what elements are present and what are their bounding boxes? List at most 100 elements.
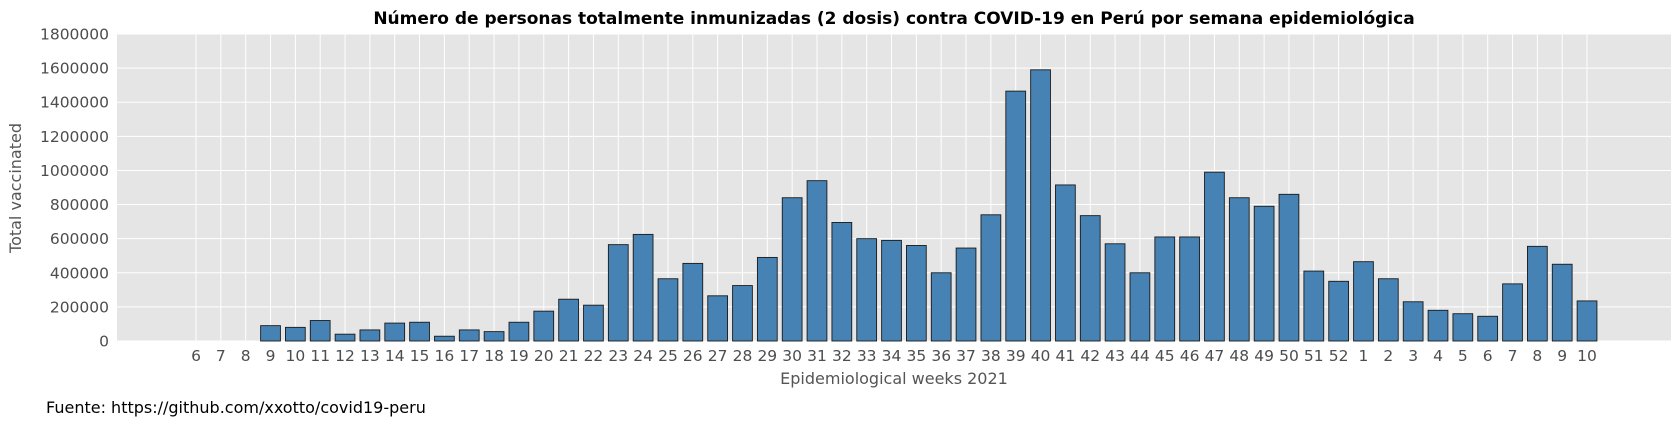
x-tick-label: 33: [857, 347, 877, 365]
x-tick-label: 27: [708, 347, 728, 365]
x-tick-label: 15: [410, 347, 430, 365]
bar: [1477, 315, 1499, 342]
x-tick-label: 45: [1155, 347, 1175, 365]
bar: [384, 322, 406, 342]
bar: [334, 333, 356, 342]
x-tick-label: 8: [241, 347, 251, 365]
x-tick-label: 10: [1577, 347, 1597, 365]
x-tick-label: 3: [1408, 347, 1418, 365]
x-tick-label: 6: [191, 347, 201, 365]
bar: [1353, 261, 1374, 342]
y-tick-label: 0: [99, 333, 109, 351]
bar: [1402, 301, 1424, 342]
bar: [1030, 69, 1051, 342]
x-tick-label: 5: [1458, 347, 1468, 365]
bar: [1055, 184, 1076, 342]
x-tick-label: 11: [310, 347, 330, 365]
bar: [732, 285, 753, 342]
y-tick-label: 800000: [50, 196, 109, 214]
bar: [1328, 280, 1349, 342]
x-tick-label: 52: [1329, 347, 1349, 365]
x-tick-label: 47: [1205, 347, 1225, 365]
x-tick-label: 41: [1056, 347, 1076, 365]
y-tick-label: 400000: [50, 264, 109, 282]
x-tick-label: 39: [1006, 347, 1026, 365]
y-tick-label: 600000: [50, 230, 109, 248]
bar: [1551, 263, 1573, 342]
x-tick-label: 7: [216, 347, 226, 365]
y-tick-label: 1000000: [40, 162, 109, 180]
x-tick-label: 23: [608, 347, 628, 365]
x-tick-label: 21: [559, 347, 579, 365]
x-tick-label: 8: [1532, 347, 1542, 365]
x-tick-label: 13: [360, 347, 380, 365]
y-tick-labels: 0 200000 400000 600000 800000 1000000 1200000 1…: [40, 26, 109, 351]
bar: [607, 244, 629, 342]
x-tick-labels: 6 7 8 9 10 11 12 13 14 15 16 17 18 19 20 21 22 23 24 25 26 27…: [191, 347, 1597, 365]
bar: [781, 197, 803, 342]
bar: [285, 326, 306, 342]
bar: [1377, 278, 1399, 342]
bar: [831, 222, 853, 342]
bar: [458, 329, 480, 342]
bar: [682, 262, 704, 342]
bar: [955, 247, 977, 342]
x-tick-label: 9: [266, 347, 276, 365]
x-tick-label: 42: [1080, 347, 1100, 365]
bar: [1228, 197, 1250, 342]
bar: [806, 180, 828, 342]
x-tick-label: 48: [1229, 347, 1249, 365]
bar: [1129, 272, 1151, 342]
bar: [707, 295, 728, 342]
bar: [1005, 90, 1027, 342]
bar: [508, 321, 530, 342]
x-tick-label: 19: [509, 347, 529, 365]
bar: [409, 321, 430, 342]
bars: [260, 69, 1598, 342]
x-tick-label: 32: [832, 347, 852, 365]
x-tick-label: 37: [956, 347, 976, 365]
x-tick-label: 44: [1130, 347, 1150, 365]
x-tick-label: 12: [335, 347, 355, 365]
bar: [1452, 313, 1474, 342]
bar: [558, 298, 579, 342]
bar: [980, 214, 1002, 342]
x-tick-label: 50: [1279, 347, 1299, 365]
bar: [583, 304, 604, 342]
bar: [359, 329, 381, 342]
bar: [533, 310, 555, 342]
x-tick-label: 30: [782, 347, 802, 365]
x-tick-label: 46: [1180, 347, 1200, 365]
bar: [1278, 193, 1300, 342]
bar: [1527, 245, 1548, 342]
bar: [1079, 215, 1101, 342]
bar: [856, 238, 878, 342]
x-tick-label: 26: [683, 347, 703, 365]
bar: [260, 325, 281, 342]
x-tick-label: 28: [733, 347, 753, 365]
y-axis-label: Total vaccinated: [6, 123, 25, 254]
x-tick-label: 31: [807, 347, 827, 365]
bar: [1502, 283, 1523, 342]
x-axis-label: Epidemiological weeks 2021: [780, 369, 1008, 388]
bar: [1253, 205, 1275, 342]
bar: [483, 331, 505, 342]
bar: [930, 272, 952, 342]
x-tick-label: 16: [435, 347, 455, 365]
y-tick-label: 200000: [50, 298, 109, 316]
x-tick-label: 51: [1304, 347, 1324, 365]
x-tick-label: 29: [757, 347, 777, 365]
y-tick-label: 1600000: [40, 60, 109, 78]
x-tick-label: 34: [882, 347, 902, 365]
x-tick-label: 9: [1557, 347, 1567, 365]
bar: [1303, 270, 1325, 342]
x-tick-label: 7: [1508, 347, 1518, 365]
bar: [309, 320, 331, 342]
x-tick-label: 18: [484, 347, 504, 365]
x-tick-label: 25: [658, 347, 678, 365]
x-tick-label: 10: [285, 347, 305, 365]
x-tick-label: 20: [534, 347, 554, 365]
bar: [906, 245, 927, 342]
x-tick-label: 1: [1359, 347, 1369, 365]
x-tick-label: 2: [1383, 347, 1393, 365]
